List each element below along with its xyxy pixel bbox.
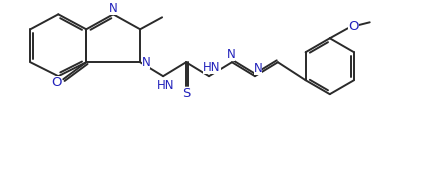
Text: O: O <box>348 20 359 33</box>
Text: N: N <box>109 2 118 15</box>
Text: O: O <box>51 76 61 89</box>
Text: S: S <box>182 87 190 100</box>
Text: N: N <box>227 48 235 61</box>
Text: N: N <box>142 56 150 69</box>
Text: HN: HN <box>203 61 221 74</box>
Text: N: N <box>253 62 262 75</box>
Text: HN: HN <box>157 79 175 92</box>
